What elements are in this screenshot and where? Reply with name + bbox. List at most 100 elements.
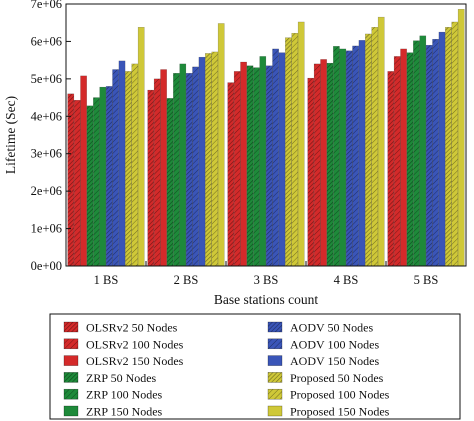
bar bbox=[326, 62, 334, 267]
bar bbox=[217, 23, 225, 267]
bar bbox=[297, 21, 305, 267]
bar bbox=[93, 97, 100, 267]
legend-label: OLSRv2 150 Nodes bbox=[86, 354, 184, 368]
bar bbox=[457, 9, 465, 267]
bar bbox=[137, 27, 145, 267]
bar bbox=[432, 38, 439, 267]
bar bbox=[118, 60, 126, 267]
legend-swatch bbox=[267, 338, 283, 350]
bar bbox=[413, 40, 420, 267]
bar bbox=[259, 56, 267, 267]
bar bbox=[291, 32, 299, 267]
bar bbox=[445, 27, 452, 267]
x-axis-title: Base stations count bbox=[214, 292, 318, 307]
legend-label: OLSRv2 50 Nodes bbox=[86, 321, 178, 335]
bar bbox=[320, 59, 327, 267]
bar bbox=[313, 63, 321, 267]
bar bbox=[125, 71, 132, 267]
legend-swatch bbox=[63, 355, 79, 366]
legend-label: Proposed 100 Nodes bbox=[290, 388, 390, 402]
x-tick-label: 4 BS bbox=[334, 273, 359, 287]
legend: OLSRv2 50 Nodes OLSRv2 100 Nodes OLSRv2 15… bbox=[63, 321, 390, 419]
legend-swatch bbox=[267, 321, 283, 333]
legend-swatch bbox=[267, 372, 283, 383]
x-tick-label: 2 BS bbox=[174, 273, 199, 287]
bar bbox=[358, 40, 366, 267]
bar bbox=[198, 56, 206, 267]
bar bbox=[86, 105, 94, 267]
x-tick-label: 1 BS bbox=[94, 273, 119, 287]
x-tick-label: 3 BS bbox=[254, 273, 279, 287]
bar bbox=[67, 93, 75, 267]
legend-label: AODV 100 Nodes bbox=[290, 337, 379, 351]
bar bbox=[285, 37, 292, 267]
legend-label: Proposed 50 Nodes bbox=[290, 371, 384, 385]
bar bbox=[352, 45, 359, 267]
bar bbox=[179, 63, 187, 267]
bar bbox=[387, 71, 395, 267]
y-axis-title: Lifetime (Sec) bbox=[3, 96, 18, 174]
legend-swatch bbox=[63, 321, 79, 333]
legend-swatch bbox=[63, 388, 79, 400]
bar bbox=[333, 46, 340, 267]
bar bbox=[339, 48, 347, 267]
y-tick-label: 1e+06 bbox=[31, 222, 62, 236]
x-tick-label: 5 BS bbox=[414, 273, 439, 287]
y-tick-label: 3e+06 bbox=[31, 147, 62, 161]
bar bbox=[393, 56, 401, 267]
bar bbox=[272, 48, 279, 267]
bar bbox=[307, 77, 315, 267]
legend-frame bbox=[49, 313, 461, 420]
bar bbox=[80, 75, 87, 267]
bar bbox=[400, 48, 407, 267]
bar bbox=[265, 65, 273, 267]
bar bbox=[377, 16, 385, 267]
bar bbox=[131, 63, 139, 267]
bar bbox=[278, 52, 286, 267]
bar bbox=[205, 53, 212, 267]
bar bbox=[185, 73, 193, 267]
bar bbox=[99, 86, 107, 267]
bar bbox=[153, 78, 161, 267]
bar bbox=[371, 27, 379, 267]
legend-label: AODV 150 Nodes bbox=[290, 354, 379, 368]
bar bbox=[246, 65, 254, 267]
y-tick-label: 5e+06 bbox=[31, 72, 62, 86]
y-tick-label: 6e+06 bbox=[31, 34, 62, 48]
bars-group bbox=[67, 9, 465, 267]
y-tick-label: 4e+06 bbox=[31, 109, 62, 123]
bar bbox=[438, 31, 446, 267]
legend-swatch bbox=[267, 405, 283, 417]
bar bbox=[240, 61, 247, 267]
bar bbox=[105, 86, 113, 267]
bar bbox=[192, 66, 199, 267]
y-tick-label: 7e+06 bbox=[31, 0, 62, 11]
legend-label: ZRP 150 Nodes bbox=[86, 405, 163, 419]
bar bbox=[173, 73, 180, 267]
bar bbox=[112, 69, 119, 267]
bar bbox=[147, 89, 155, 267]
y-tick-label: 0e+00 bbox=[31, 259, 62, 273]
y-axis: 0e+00 1e+06 2e+06 3e+06 4e+06 5e+06 6e+06 7e+06 bbox=[31, 0, 71, 273]
bar bbox=[253, 67, 260, 267]
bar bbox=[406, 52, 414, 267]
legend-label: ZRP 50 Nodes bbox=[86, 371, 157, 385]
bar bbox=[419, 35, 427, 267]
bar bbox=[211, 51, 219, 267]
legend-swatch bbox=[267, 355, 283, 366]
legend-label: Proposed 150 Nodes bbox=[290, 405, 390, 419]
legend-swatch bbox=[267, 388, 283, 400]
legend-label: AODV 50 Nodes bbox=[290, 321, 373, 335]
bar bbox=[166, 98, 174, 267]
bar bbox=[345, 50, 353, 267]
legend-label: ZRP 100 Nodes bbox=[86, 388, 163, 402]
bar bbox=[73, 99, 81, 267]
legend-swatch bbox=[63, 405, 79, 417]
y-tick-label: 2e+06 bbox=[31, 184, 62, 198]
bar bbox=[451, 21, 459, 267]
legend-label: OLSRv2 100 Nodes bbox=[86, 337, 184, 351]
bar bbox=[227, 82, 235, 267]
bar bbox=[425, 44, 433, 267]
legend-swatch bbox=[63, 338, 79, 350]
